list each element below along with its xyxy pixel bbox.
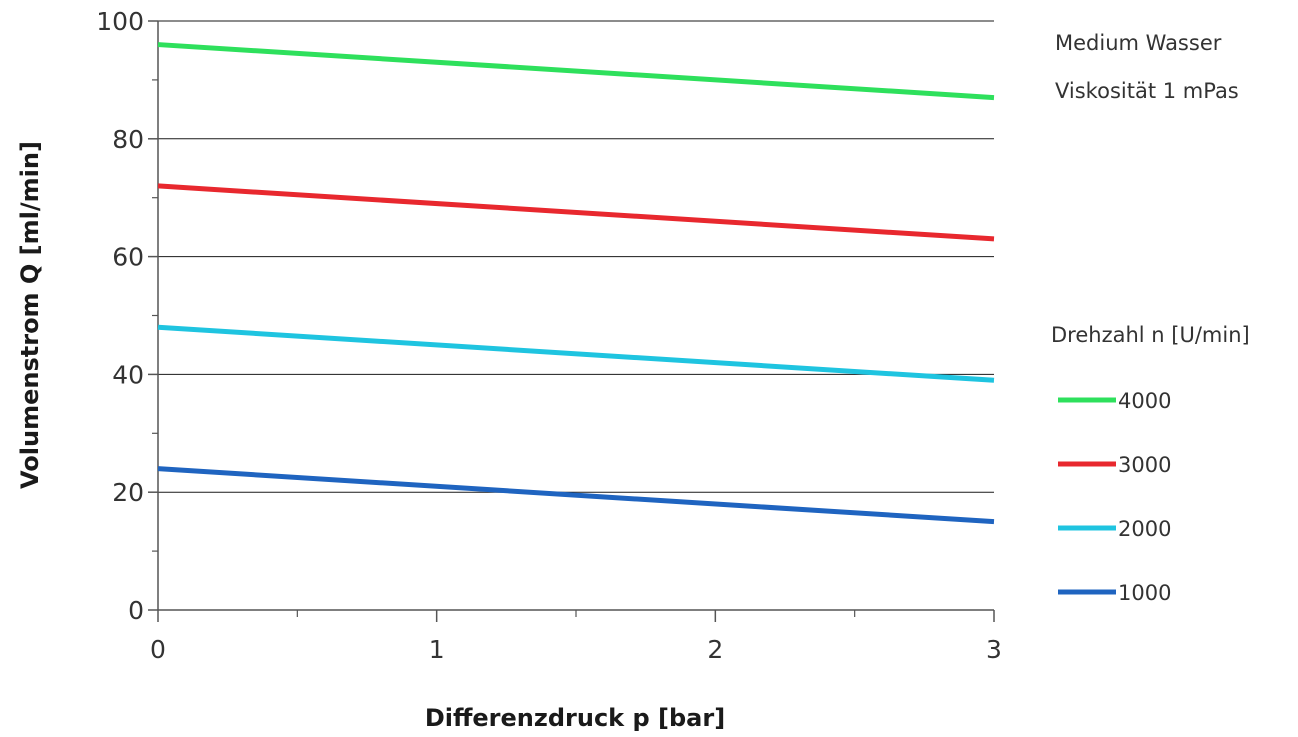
x-tick-label: 0: [150, 635, 166, 664]
series-line-1000: [157, 466, 995, 525]
legend-label-1000: 1000: [1118, 581, 1171, 605]
y-tick-label: 20: [112, 478, 144, 507]
legend-label-2000: 2000: [1118, 517, 1171, 541]
note-medium: Medium Wasser: [1055, 31, 1222, 55]
y-tick-label: 60: [112, 243, 144, 272]
y-tick-label: 40: [112, 360, 144, 389]
series-line-2000: [157, 324, 995, 383]
x-axis-title: Differenzdruck p [bar]: [425, 704, 725, 732]
y-axis-title: Volumenstrom Q [ml/min]: [16, 141, 44, 489]
x-tick-label: 3: [986, 635, 1002, 664]
y-tick-labels: 0 20 40 60 80 100: [96, 7, 144, 625]
tick-marks: [148, 20, 995, 622]
legend-label-4000: 4000: [1118, 389, 1171, 413]
legend: 4000 3000 2000 1000: [1058, 389, 1171, 605]
series-line-3000: [157, 183, 995, 242]
axes: [157, 21, 994, 611]
grid-lines: [158, 20, 994, 493]
y-tick-label: 100: [96, 7, 144, 36]
series-lines: [157, 42, 995, 525]
x-tick-labels: 0 1 2 3: [150, 635, 1002, 664]
y-tick-label: 0: [128, 596, 144, 625]
note-viscosity: Viskosität 1 mPas: [1055, 79, 1239, 103]
legend-title: Drehzahl n [U/min]: [1051, 323, 1250, 347]
legend-label-3000: 3000: [1118, 453, 1171, 477]
y-tick-label: 80: [112, 125, 144, 154]
x-tick-label: 2: [707, 635, 723, 664]
x-tick-label: 1: [429, 635, 445, 664]
series-line-4000: [157, 42, 995, 101]
